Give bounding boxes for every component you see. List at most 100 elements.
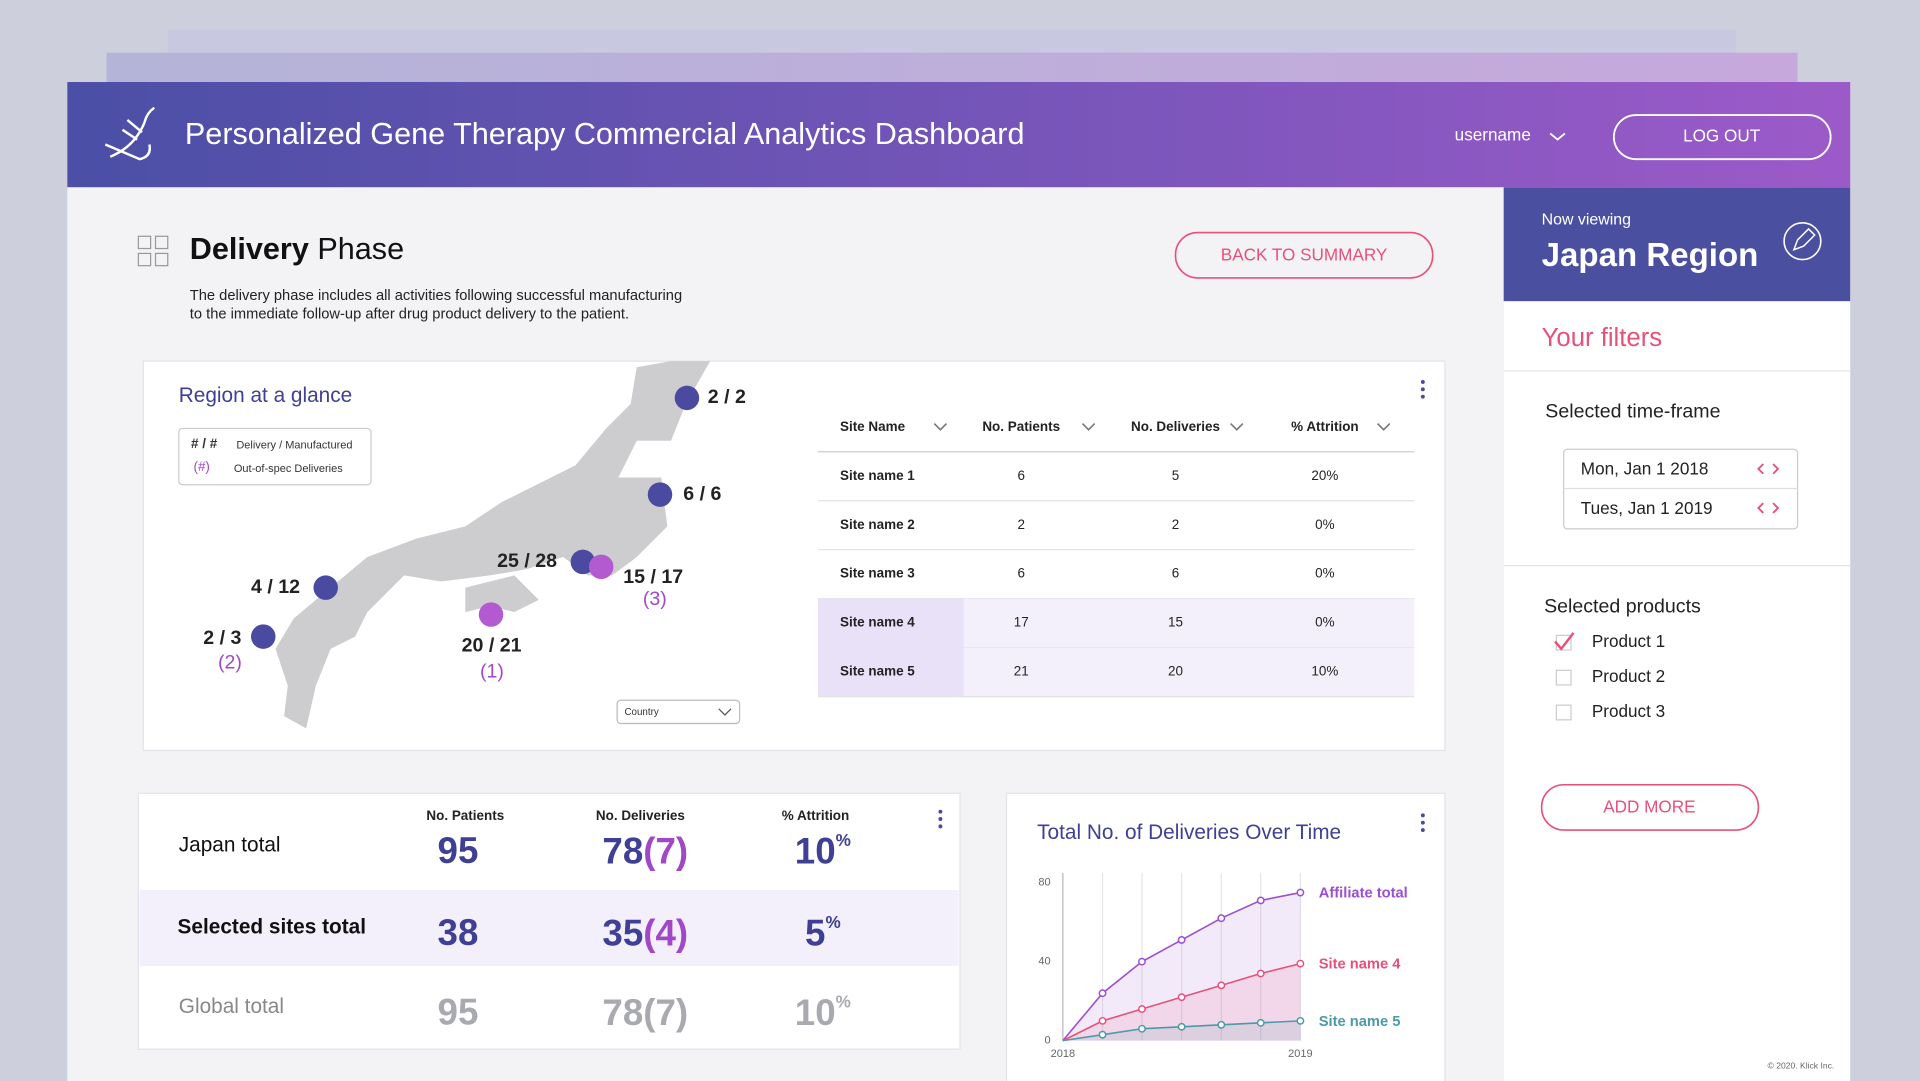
total-attrition: 5% [805, 912, 841, 953]
pin-label: 25 / 28 [497, 550, 557, 572]
legend-key: # / # [191, 436, 218, 451]
table-cell: 0% [1315, 566, 1334, 581]
products-label: Selected products [1544, 595, 1701, 617]
date-arrows[interactable] [1757, 463, 1780, 514]
menu-dots[interactable] [1420, 380, 1425, 399]
out-of-spec: (4) [643, 912, 688, 953]
point [1098, 1030, 1107, 1039]
table-cell: Site name 2 [840, 517, 915, 532]
viewing-label: Now viewing [1542, 212, 1631, 229]
page-title-rest: Phase [317, 232, 404, 266]
pin[interactable] [313, 575, 338, 600]
point [1138, 1005, 1146, 1013]
back-label[interactable]: BACK TO SUMMARY [1221, 244, 1388, 264]
username[interactable]: username [1455, 124, 1531, 144]
series-area [1062, 1020, 1301, 1041]
description: The delivery phase includes all activiti… [190, 288, 682, 304]
table-cell: 21 [1014, 664, 1029, 679]
country-dropdown[interactable] [616, 699, 741, 725]
japan-map [465, 575, 539, 613]
total-deliveries: 78(7) [602, 992, 688, 1033]
grid-icon [137, 235, 169, 267]
selected-row-bg [139, 890, 959, 966]
description: to the immediate follow-up after drug pr… [190, 307, 629, 323]
add-more-button[interactable] [1540, 783, 1760, 831]
dropdown-label[interactable]: Country [624, 707, 658, 718]
checkbox[interactable] [1555, 704, 1572, 721]
y-tick-label: 40 [1038, 956, 1050, 968]
table-cell: Site name 4 [840, 615, 915, 630]
totals-header: No. Deliveries [596, 808, 685, 823]
pin[interactable] [647, 482, 673, 507]
totals-label: Japan total [179, 833, 281, 856]
sort-caret [1230, 423, 1244, 431]
point [1296, 1016, 1305, 1025]
back-button[interactable] [1174, 231, 1434, 279]
pin-label: 6 / 6 [683, 483, 721, 505]
timeframe-label: Selected time-frame [1545, 401, 1720, 423]
total-patients: 38 [438, 912, 479, 953]
total-patients: 95 [438, 830, 479, 871]
totals-label: Global total [179, 995, 284, 1018]
deliveries-value: 35 [602, 912, 643, 953]
series-area [1062, 963, 1301, 1041]
out-of-spec: (7) [643, 830, 688, 871]
pin[interactable] [570, 549, 596, 575]
pin[interactable] [588, 554, 614, 580]
dropdown-caret [718, 708, 732, 716]
column-header[interactable]: Site Name [840, 419, 906, 434]
totals-header: % Attrition [782, 808, 850, 823]
point [1296, 959, 1305, 968]
edit-button[interactable] [1783, 222, 1822, 261]
sort-caret [1081, 423, 1096, 431]
product-name: Product 2 [1592, 666, 1665, 686]
pin-label: (2) [218, 652, 242, 674]
point [1217, 981, 1226, 990]
add-more-label[interactable]: ADD MORE [1603, 797, 1695, 817]
total-patients: 95 [438, 992, 479, 1033]
table-cell: 0% [1315, 615, 1334, 630]
region-name: Japan Region [1542, 237, 1759, 274]
point [1296, 888, 1305, 897]
product-list: Product 1 Product 2 Product 3 [1554, 631, 1665, 721]
point [1098, 989, 1107, 998]
pin-label: 15 / 17 [623, 566, 683, 588]
table-cell: 5 [1172, 468, 1179, 483]
y-tick-label: 80 [1038, 877, 1050, 889]
table-cell: Site name 5 [840, 664, 915, 679]
table-cell: Site name 1 [840, 468, 915, 483]
copyright: © 2020. Klick Inc. [1768, 1061, 1835, 1071]
table-cell: 15 [1168, 615, 1183, 630]
logout-label[interactable]: LOG OUT [1683, 126, 1761, 146]
table-cell: 2 [1017, 517, 1024, 532]
date: Mon, Jan 1 2018 [1581, 459, 1709, 479]
total-deliveries: 35(4) [602, 912, 688, 953]
column-header[interactable]: No. Deliveries [1131, 419, 1220, 434]
filters-title: Your filters [1542, 324, 1662, 352]
logout-button[interactable] [1612, 114, 1832, 161]
column-header[interactable]: No. Patients [982, 419, 1060, 434]
page-title: Delivery Phase [190, 232, 404, 266]
pin[interactable] [478, 602, 504, 627]
column-header[interactable]: % Attrition [1291, 419, 1359, 434]
menu-dots[interactable] [938, 809, 943, 829]
pin[interactable] [251, 624, 276, 649]
deliveries-value: 78 [602, 992, 643, 1033]
legend-text: Delivery / Manufactured [236, 440, 352, 452]
total-attrition: 10% [795, 830, 851, 871]
pin[interactable] [674, 385, 700, 411]
x-tick-label: 2018 [1051, 1048, 1075, 1060]
out-of-spec: (7) [643, 992, 688, 1033]
legend-text: Out-of-spec Deliveries [234, 463, 343, 475]
table-cell: 10% [1311, 664, 1338, 679]
checkbox[interactable] [1555, 669, 1572, 686]
checkmark [1554, 632, 1575, 651]
point [1177, 936, 1186, 944]
app-title: Personalized Gene Therapy Commercial Ana… [185, 117, 1025, 151]
table-cell: 2 [1172, 517, 1179, 532]
menu-dots[interactable] [1420, 813, 1425, 832]
total-attrition: 10% [795, 991, 851, 1032]
total-deliveries: 78(7) [602, 830, 688, 871]
point [1177, 993, 1186, 1002]
